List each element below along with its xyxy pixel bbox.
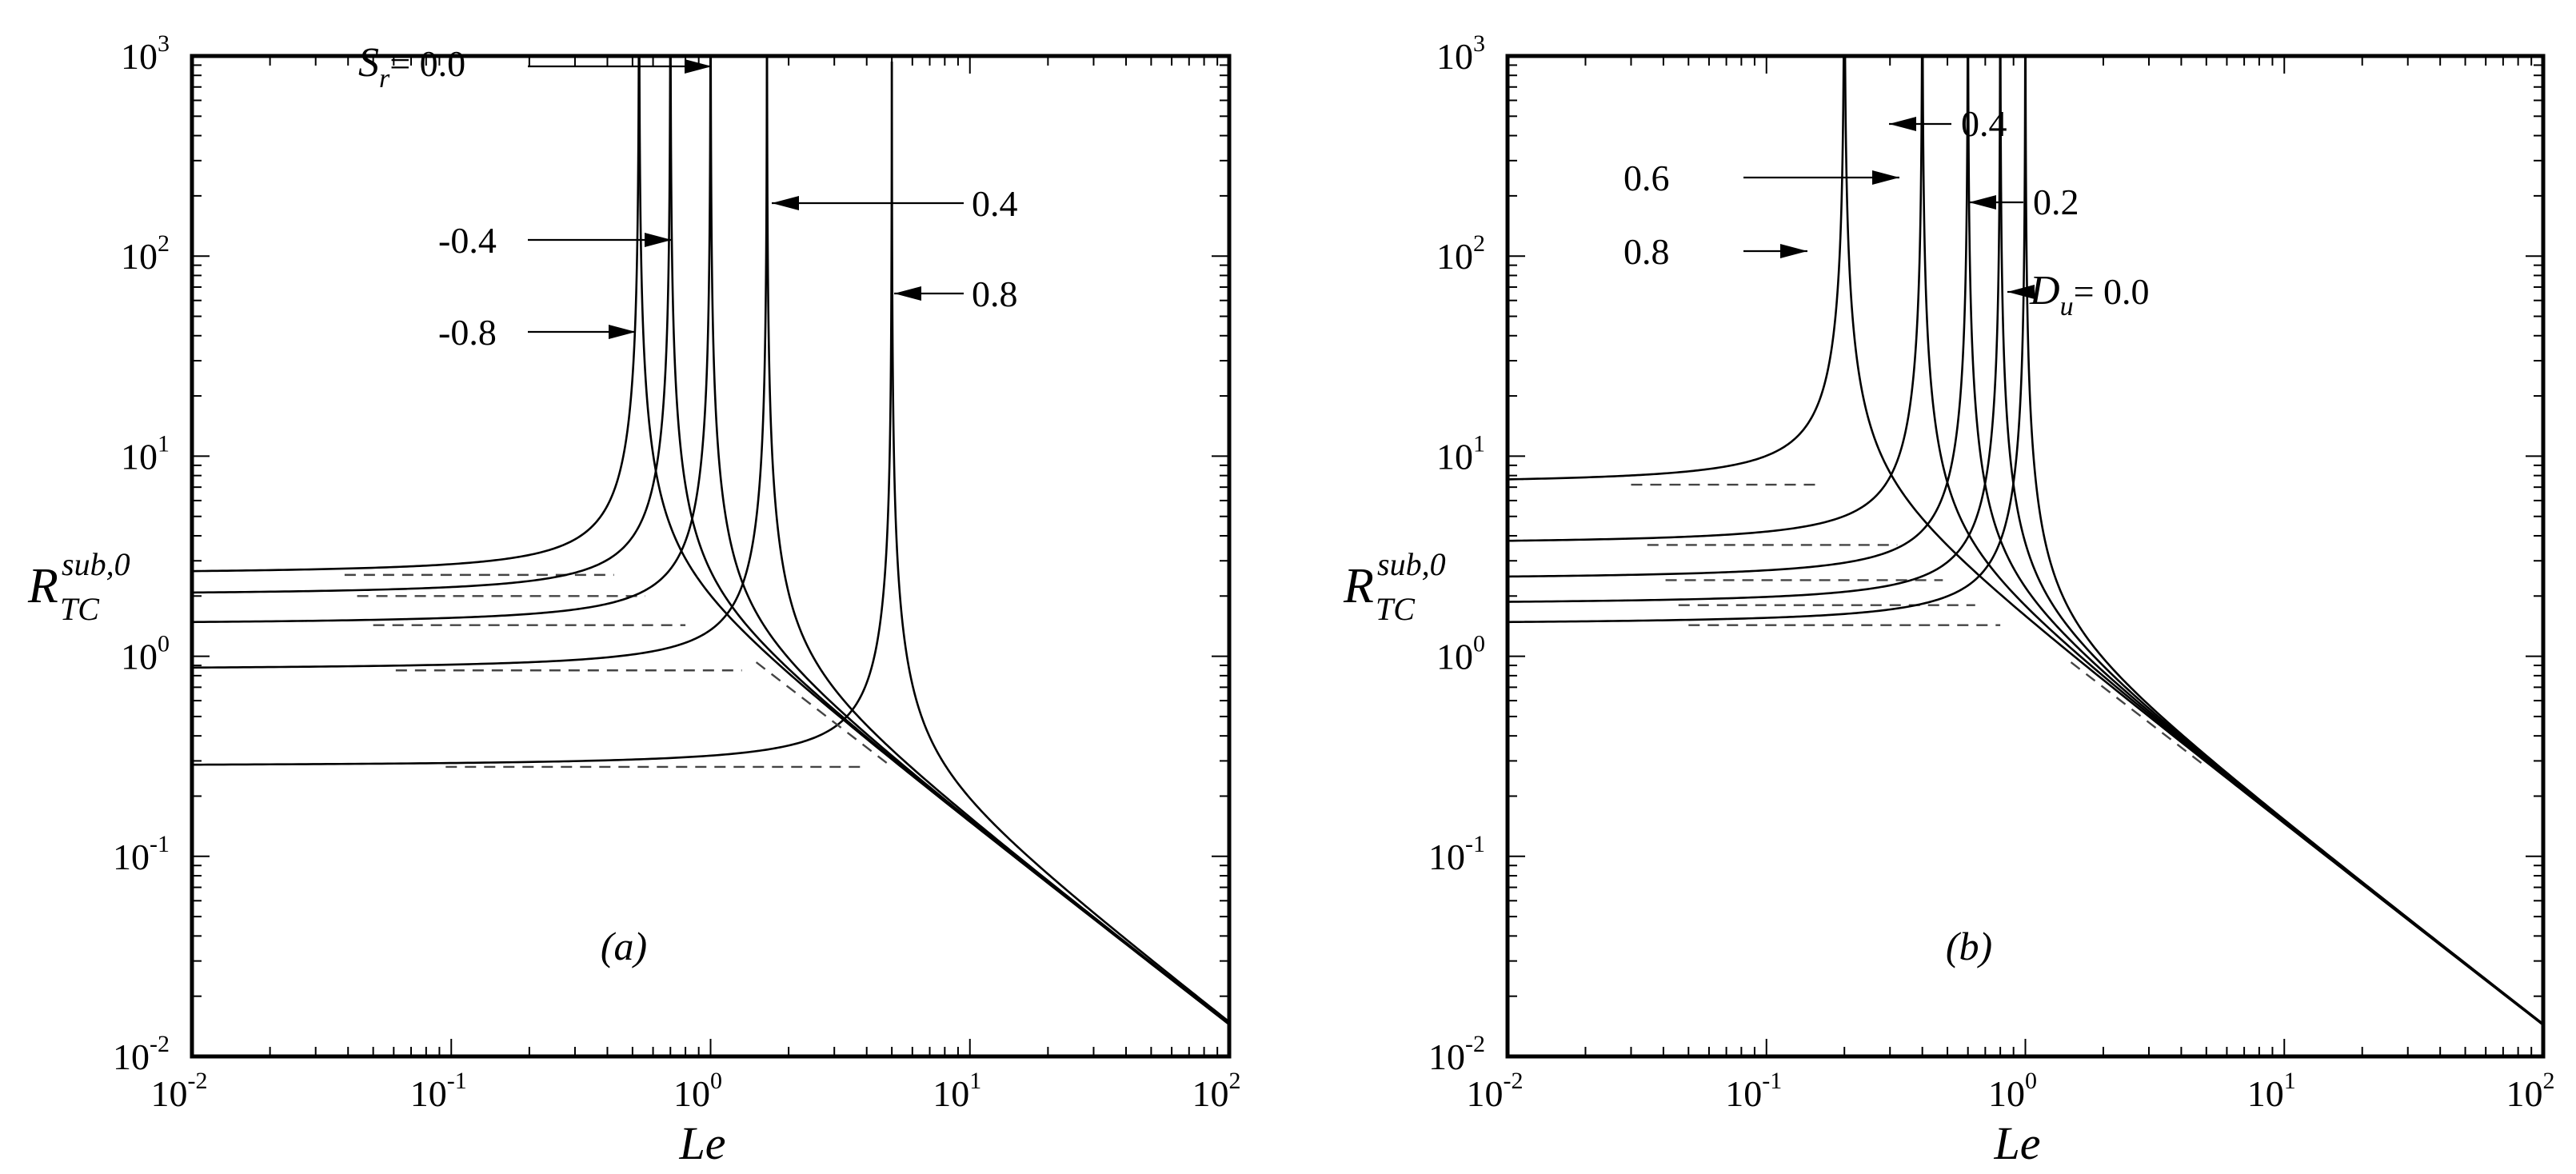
y-tick-label: 103: [1436, 30, 1485, 77]
series-line-0.8-left: [192, 62, 893, 766]
annotation-label: 0.8: [972, 274, 1018, 314]
annotation-label: Sr= 0.0: [358, 40, 465, 94]
x-axis-label: Le: [679, 1117, 726, 1169]
annotation-label: -0.8: [438, 312, 497, 353]
y-tick-label: 101: [1436, 430, 1485, 477]
annotation-arrow-head: [685, 59, 712, 74]
annotation-arrow-head: [2007, 285, 2035, 299]
plot-frame: [190, 54, 1232, 1059]
annotation-label: 0.6: [1623, 158, 1670, 198]
annotation-0.6: 0.6: [1623, 158, 1899, 198]
annotation-0.2: 0.2: [1969, 182, 2079, 222]
x-tick-label: 101: [2247, 1068, 2296, 1114]
annotation--0.8: -0.8: [438, 312, 636, 353]
series-line-0.0-right: [2024, 56, 2543, 1025]
series-line--0.4-left: [192, 56, 672, 594]
x-tick-label: 10-2: [151, 1068, 208, 1114]
series-line-0.0-right: [709, 56, 1229, 1025]
series-line--0.8-left: [192, 56, 641, 573]
series-line-0.0-left: [1508, 56, 2027, 624]
panel-tag: (a): [601, 924, 647, 968]
series-line--0.4-right: [669, 56, 1229, 1025]
annotation-arrow-head: [1780, 244, 1807, 258]
y-axis-label-sub: TC: [60, 591, 100, 627]
annotation-0.4: 0.4: [772, 183, 1018, 224]
annotation-label: -0.4: [438, 220, 497, 261]
annotation-label: 0.4: [972, 183, 1018, 224]
x-tick-label: 100: [1988, 1068, 2037, 1114]
annotation-arrow-head: [894, 286, 921, 301]
annotation-0.8: 0.8: [1623, 231, 1807, 272]
series-line-0.6-left: [1508, 56, 1923, 542]
y-tick-label: 10-1: [113, 831, 170, 877]
y-axis-label-sub: TC: [1376, 591, 1416, 627]
annotation-label: 0.4: [1961, 103, 2007, 144]
annotation--0.4: -0.4: [438, 220, 672, 261]
series-line-0.4-right: [1967, 56, 2543, 1025]
series-line-0.0-left: [192, 56, 712, 624]
y-tick-label: 101: [121, 430, 170, 477]
series-line-0.6-right: [1921, 56, 2543, 1026]
series-line-0.8-right: [1843, 56, 2543, 1026]
x-tick-label: 102: [2506, 1068, 2555, 1114]
y-tick-label: 10-2: [1428, 1031, 1485, 1077]
y-tick-label: 102: [121, 230, 170, 277]
series-line-0.8-right: [890, 62, 1229, 1023]
y-tick-label: 103: [121, 30, 170, 77]
annotation-0.0: Du= 0.0: [2007, 268, 2150, 321]
annotation-arrow-head: [645, 233, 672, 247]
annotation-label: 0.8: [1623, 231, 1670, 272]
y-tick-label: 10-2: [113, 1031, 170, 1077]
x-tick-label: 100: [673, 1068, 722, 1114]
annotation-label: Du= 0.0: [2029, 268, 2150, 321]
y-axis-label: R: [27, 559, 58, 613]
annotation-label: 0.2: [2033, 182, 2079, 222]
y-axis-label-sup: sub,0: [62, 546, 130, 582]
y-axis-label-sup: sub,0: [1377, 546, 1446, 582]
series-group: [192, 56, 1229, 1026]
y-axis-label: R: [1343, 559, 1374, 613]
y-tick-label: 102: [1436, 230, 1485, 277]
annotation-arrow-head: [772, 196, 799, 210]
annotation-arrow-head: [1969, 195, 1996, 210]
panel-tag: (b): [1946, 924, 1992, 968]
panel-a: 10-2 10-1 100 101 102 10-2 10-1 100 101 102 103 Le R…: [27, 30, 1241, 1169]
y-tick-label: 100: [121, 631, 170, 677]
series-line-0.4-left: [1508, 56, 1969, 578]
x-tick-label: 102: [1192, 1068, 1241, 1114]
x-axis-label: Le: [1994, 1117, 2041, 1169]
x-tick-label: 101: [933, 1068, 981, 1114]
annotation-0.0: Sr= 0.0: [358, 40, 712, 94]
high-le-dash: [755, 661, 893, 768]
annotation-arrow-head: [1872, 170, 1899, 185]
series-line-0.2-left: [1508, 56, 2002, 603]
series-group: [1508, 56, 2543, 1026]
y-tick-label: 10-1: [1428, 831, 1485, 877]
series-line-0.4-right: [765, 56, 1229, 1024]
high-le-dash: [2070, 661, 2207, 768]
series-line--0.8-right: [638, 56, 1229, 1026]
annotation-0.4: 0.4: [1889, 103, 2007, 144]
series-line-0.8-left: [1508, 56, 1845, 481]
plot-frame: [1505, 54, 2546, 1059]
annotation-arrow-head: [609, 325, 636, 339]
panel-b: 10-2 10-1 100 101 102 10-2 10-1 100 101 102 103 Le R…: [1343, 30, 2555, 1169]
annotation-0.8: 0.8: [894, 274, 1018, 314]
y-tick-label: 100: [1436, 631, 1485, 677]
series-line-0.4-left: [192, 56, 769, 669]
x-tick-label: 10-2: [1467, 1068, 1524, 1114]
x-tick-label: 10-1: [1725, 1068, 1782, 1114]
series-line-0.2-right: [1999, 56, 2543, 1025]
x-tick-label: 10-1: [410, 1068, 467, 1114]
annotation-arrow-head: [1889, 117, 1916, 131]
